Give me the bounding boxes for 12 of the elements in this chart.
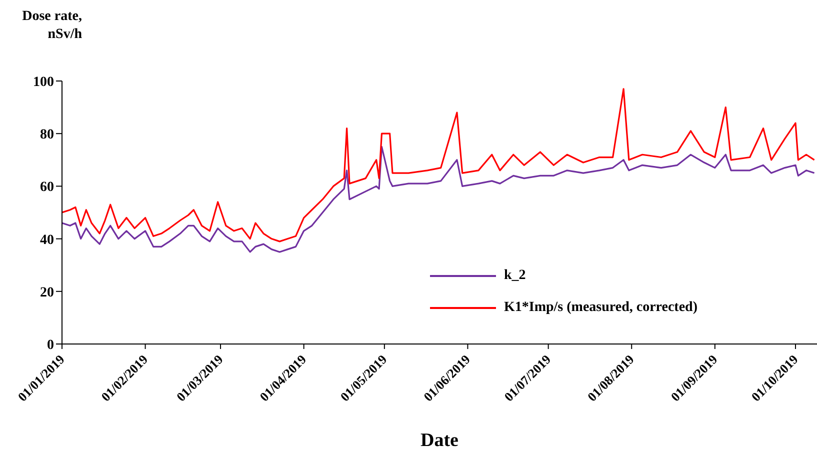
x-axis-title: Date [420,430,458,450]
y-tick-label: 60 [40,180,54,196]
y-axis-title: Dose rate, nSv/h [21,8,82,44]
y-tick-label: 40 [40,232,54,248]
legend-label: k_2 [504,268,526,284]
line-series [62,88,816,242]
y-tick-label: 0 [47,338,54,353]
y-tick-label: 100 [33,74,54,90]
y-tick-label: 20 [40,285,54,300]
line-series [62,146,816,253]
legend-label: K1*Imp/s (measured, corrected) [504,300,698,316]
y-tick-label: 80 [40,128,54,143]
